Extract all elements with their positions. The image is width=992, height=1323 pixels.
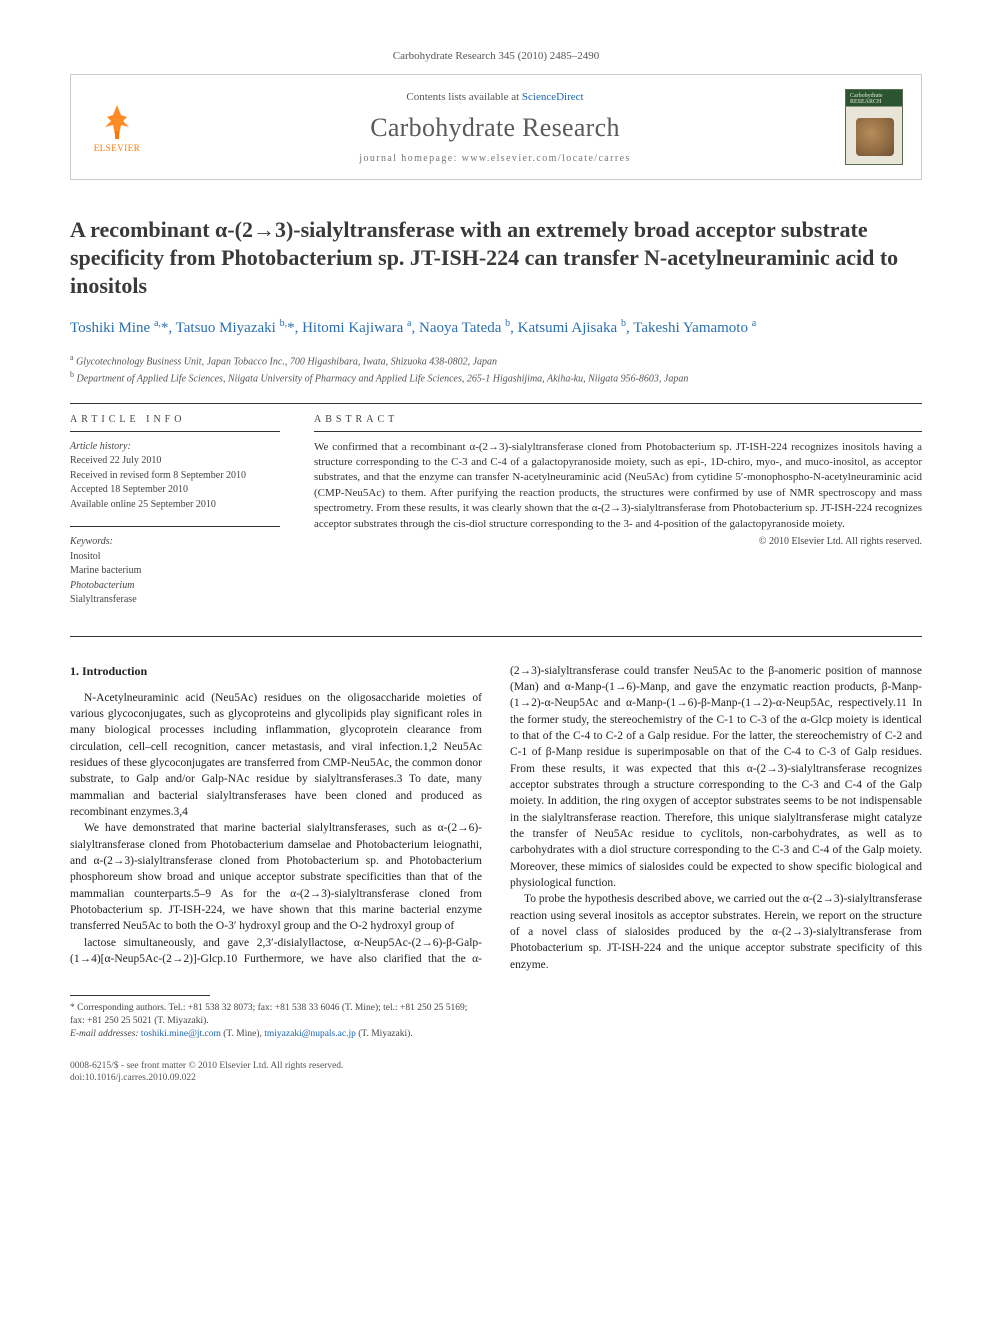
history-label: Article history: bbox=[70, 440, 280, 455]
journal-homepage: journal homepage: www.elsevier.com/locat… bbox=[161, 153, 829, 164]
elsevier-tree-icon bbox=[93, 101, 141, 141]
keyword: Photobacterium bbox=[70, 579, 280, 594]
affiliation: a Glycotechnology Business Unit, Japan T… bbox=[70, 352, 922, 369]
journal-cover-thumb: Carbohydrate RESEARCH bbox=[845, 89, 903, 165]
intro-heading: 1. Introduction bbox=[70, 663, 482, 680]
corresponding-author: * Corresponding authors. Tel.: +81 538 3… bbox=[70, 1002, 480, 1029]
history-online: Available online 25 September 2010 bbox=[70, 498, 280, 513]
history-revised: Received in revised form 8 September 201… bbox=[70, 469, 280, 484]
email-link-1[interactable]: toshiki.mine@jt.com bbox=[141, 1029, 221, 1039]
keyword: Inositol bbox=[70, 550, 280, 565]
keywords-rule bbox=[70, 526, 280, 527]
email-link-2[interactable]: tmiyazaki@nupals.ac.jp bbox=[264, 1029, 356, 1039]
contents-line: Contents lists available at ScienceDirec… bbox=[161, 91, 829, 103]
intro-p4: To probe the hypothesis described above,… bbox=[510, 891, 922, 973]
history-received: Received 22 July 2010 bbox=[70, 454, 280, 469]
abstract-rule bbox=[314, 431, 922, 432]
history-accepted: Accepted 18 September 2010 bbox=[70, 483, 280, 498]
abstract-column: ABSTRACT We confirmed that a recombinant… bbox=[314, 414, 922, 622]
info-rule bbox=[70, 431, 280, 432]
rule-below-abstract bbox=[70, 636, 922, 637]
affiliation: b Department of Applied Life Sciences, N… bbox=[70, 369, 922, 386]
contents-prefix: Contents lists available at bbox=[406, 91, 521, 103]
cover-label: Carbohydrate RESEARCH bbox=[850, 93, 902, 105]
keyword: Marine bacterium bbox=[70, 564, 280, 579]
journal-reference: Carbohydrate Research 345 (2010) 2485–24… bbox=[70, 50, 922, 62]
keywords-block: Keywords: Inositol Marine bacterium Phot… bbox=[70, 535, 280, 608]
front-matter: 0008-6215/$ - see front matter © 2010 El… bbox=[70, 1060, 922, 1085]
header-center: Contents lists available at ScienceDirec… bbox=[161, 91, 829, 164]
body-columns: 1. Introduction N-Acetylneuraminic acid … bbox=[70, 663, 922, 973]
email-label: E-mail addresses: bbox=[70, 1029, 139, 1039]
journal-header: ELSEVIER Contents lists available at Sci… bbox=[70, 74, 922, 180]
intro-p1: N-Acetylneuraminic acid (Neu5Ac) residue… bbox=[70, 690, 482, 821]
abstract-text: We confirmed that a recombinant α-(2→3)-… bbox=[314, 440, 922, 532]
article-info-head: ARTICLE INFO bbox=[70, 414, 280, 425]
article-title: A recombinant α-(2→3)-sialyltransferase … bbox=[70, 216, 922, 300]
journal-name: Carbohydrate Research bbox=[161, 113, 829, 143]
info-abstract-row: ARTICLE INFO Article history: Received 2… bbox=[70, 414, 922, 622]
article-history: Article history: Received 22 July 2010 R… bbox=[70, 440, 280, 513]
article-info-column: ARTICLE INFO Article history: Received 2… bbox=[70, 414, 280, 622]
author-list: Toshiki Mine a,*, Tatsuo Miyazaki b,*, H… bbox=[70, 316, 922, 340]
footnote-rule bbox=[70, 995, 210, 996]
affiliations: a Glycotechnology Business Unit, Japan T… bbox=[70, 352, 922, 387]
abstract-copyright: © 2010 Elsevier Ltd. All rights reserved… bbox=[314, 536, 922, 547]
elsevier-label: ELSEVIER bbox=[94, 143, 141, 153]
abstract-head: ABSTRACT bbox=[314, 414, 922, 425]
rule-top bbox=[70, 403, 922, 404]
keyword: Sialyltransferase bbox=[70, 593, 280, 608]
intro-p2: We have demonstrated that marine bacteri… bbox=[70, 820, 482, 934]
sciencedirect-link[interactable]: ScienceDirect bbox=[522, 91, 584, 103]
doi-line: doi:10.1016/j.carres.2010.09.022 bbox=[70, 1072, 922, 1084]
email-who-1: (T. Mine), bbox=[221, 1029, 264, 1039]
keywords-label: Keywords: bbox=[70, 535, 280, 550]
issn-line: 0008-6215/$ - see front matter © 2010 El… bbox=[70, 1060, 922, 1072]
email-addresses: E-mail addresses: toshiki.mine@jt.com (T… bbox=[70, 1028, 480, 1041]
elsevier-logo: ELSEVIER bbox=[89, 95, 145, 159]
footnotes: * Corresponding authors. Tel.: +81 538 3… bbox=[70, 1002, 480, 1042]
email-who-2: (T. Miyazaki). bbox=[356, 1029, 413, 1039]
